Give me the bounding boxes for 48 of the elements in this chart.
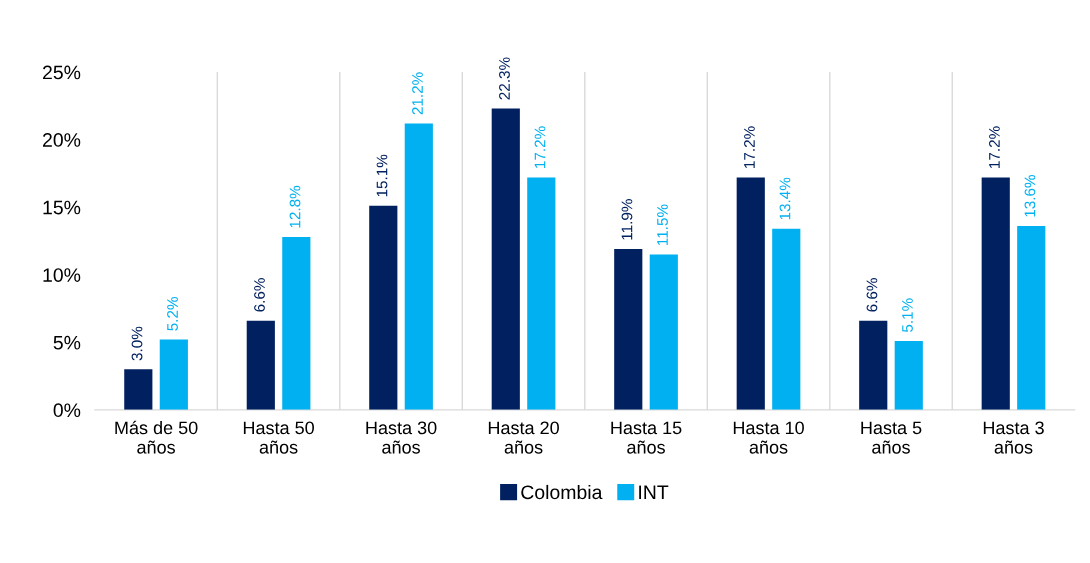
- x-tick-label: Hasta 5 años: [861, 421, 922, 454]
- y-tick-label: 25%: [43, 65, 81, 80]
- bar: [736, 177, 765, 410]
- data-label: 13.4%: [779, 177, 791, 220]
- y-tick-label: 0%: [53, 403, 81, 418]
- x-tick-label: Hasta 20 años: [488, 421, 559, 454]
- bar: [124, 369, 153, 410]
- data-label: 5.2%: [167, 296, 178, 331]
- data-label: 21.2%: [412, 72, 423, 115]
- bar: [981, 177, 1010, 410]
- bar: [246, 320, 275, 410]
- x-tick-label: Hasta 30 años: [366, 421, 437, 454]
- y-tick-label: 15%: [43, 200, 81, 215]
- data-label: 6.6%: [254, 278, 265, 312]
- bar: [282, 236, 311, 410]
- bar: [527, 177, 556, 410]
- x-tick-label: Hasta 15 años: [611, 421, 682, 454]
- bar: [894, 340, 923, 410]
- x-tick-label: Hasta 3 años: [983, 421, 1044, 454]
- bar: [404, 123, 433, 410]
- bar: [649, 254, 678, 410]
- data-label: 22.3%: [499, 57, 510, 100]
- data-label: 12.8%: [289, 185, 301, 228]
- y-tick-label: 20%: [43, 133, 81, 147]
- y-tick-label: 10%: [43, 268, 81, 282]
- legend-label: INT: [639, 485, 669, 499]
- y-tick-label: 5%: [53, 335, 81, 350]
- x-tick-label: Hasta 50 años: [243, 421, 314, 454]
- data-label: 13.6%: [1024, 174, 1036, 217]
- bar: [1017, 226, 1046, 410]
- bar: [159, 339, 188, 410]
- bar: [614, 249, 643, 410]
- bar: [491, 108, 520, 410]
- bar: [772, 228, 801, 410]
- bar: [859, 320, 888, 410]
- bar: [369, 205, 398, 410]
- data-label: 17.2%: [534, 126, 546, 168]
- data-label: 11.5%: [657, 204, 668, 245]
- data-label: 3.0%: [131, 326, 143, 361]
- x-tick-label: Más de 50 años: [115, 420, 198, 454]
- data-label: 5.1%: [902, 298, 913, 333]
- data-label: 17.2%: [989, 126, 1000, 168]
- data-label: 17.2%: [744, 126, 755, 168]
- data-label: 11.9%: [621, 199, 633, 240]
- legend-label: Colombia: [521, 484, 603, 500]
- data-label: 6.6%: [866, 278, 878, 312]
- x-tick-label: Hasta 10 años: [733, 421, 804, 454]
- data-label: 15.1%: [376, 154, 388, 197]
